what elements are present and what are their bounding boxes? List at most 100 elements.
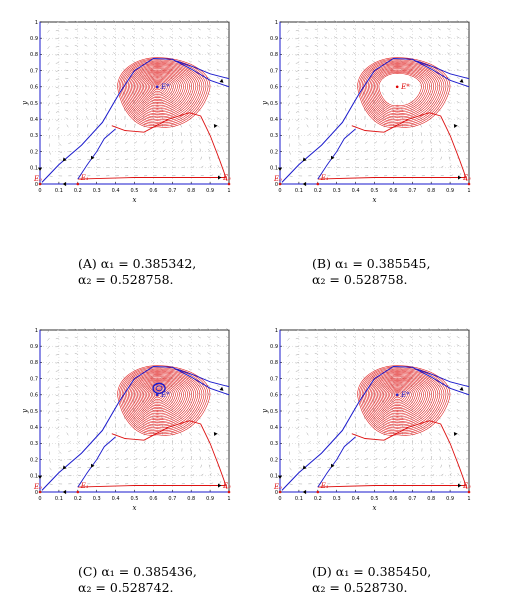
field-arrow [390,27,394,31]
field-arrow [390,352,394,355]
field-arrow [77,150,81,152]
field-arrow [364,132,368,136]
orbit [377,71,424,108]
field-arrow [325,100,328,104]
field-arrow [179,408,182,412]
field-arrow [216,433,220,436]
equilibria: E₀ E₁ E₂E* [33,83,231,186]
field-arrow [123,107,126,112]
x-tick-label: 0.2 [314,188,322,194]
field-arrow [197,336,201,339]
field-arrow [353,400,356,404]
equilibria: E₀ E₁ E₂E* [273,83,471,186]
field-arrow [383,167,388,169]
field-arrow [402,448,405,452]
field-arrow [317,458,321,460]
y-tick-label: 0.2 [270,457,278,463]
field-arrow [420,124,423,128]
orbit [143,384,176,410]
field-arrow [334,376,337,379]
equilibrium-point [227,182,231,186]
field-arrow [295,410,299,413]
field-arrow [188,108,192,112]
field-arrow [207,125,211,128]
field-arrow [409,19,413,23]
field-arrow [104,100,107,104]
field-arrow [207,417,211,420]
field-arrow [456,368,460,371]
field-arrow [87,158,91,160]
field-arrow [456,425,460,428]
field-arrow [364,432,367,436]
orbit [126,372,199,427]
field-arrow [326,116,328,120]
field-arrow [400,19,404,23]
field-arrow [314,20,318,23]
field-arrow [364,167,369,169]
field-arrow [428,92,432,96]
field-arrow [456,352,460,355]
y-tick-label: 0.3 [270,133,278,139]
field-arrow [346,158,350,160]
y-tick-label: 0.7 [270,68,278,74]
field-arrow [327,458,331,460]
field-arrow [216,20,220,23]
field-arrow [143,457,147,460]
field-arrow [362,28,366,31]
field-arrow [409,336,413,339]
field-arrow [334,408,337,412]
field-arrow [47,102,50,107]
field-arrow [314,360,318,363]
field-arrow [49,459,51,463]
field-arrow [305,77,309,79]
field-arrow [191,175,195,177]
field-arrow [55,21,59,23]
field-arrow [124,458,129,460]
field-arrow [150,335,154,339]
field-arrow [295,378,299,380]
field-arrow [353,60,356,63]
orbit [135,378,186,417]
field-arrow [336,132,339,136]
x-tick-label: 0.1 [55,496,63,502]
field-arrow [65,345,69,347]
field-arrow [363,415,366,420]
field-arrow [305,353,309,355]
field-arrow [314,44,318,47]
field-arrow [305,37,309,39]
field-arrow [132,92,135,96]
field-arrow [289,159,292,163]
orbit [132,376,190,420]
field-arrow [65,61,69,63]
field-arrow [295,345,299,348]
field-arrow [172,448,174,452]
field-arrow [199,456,201,460]
field-arrow [409,44,413,47]
field-arrow [143,475,148,477]
field-arrow [334,384,337,387]
field-arrow [169,344,173,347]
y-tick-label: 0.8 [30,360,38,366]
orbit [140,382,180,413]
field-arrow [93,368,97,371]
field-arrow [420,132,423,136]
red-trajectory [111,112,228,181]
field-arrow [420,432,423,436]
field-arrow [55,386,59,388]
field-arrow [191,483,195,485]
field-arrow [122,36,126,39]
field-arrow [113,392,116,395]
field-arrow [334,84,337,87]
equilibrium-point [76,182,80,186]
field-arrow [216,441,220,444]
field-arrow [456,125,460,128]
field-arrow [198,424,201,428]
field-arrow [314,385,318,387]
field-arrow [115,466,119,468]
field-arrow [447,109,451,112]
field-arrow [421,465,425,468]
field-arrow [181,456,184,460]
field-arrow [103,44,107,47]
field-arrow [374,457,378,460]
ticks: 0 0.1 0.2 0.3 0.4 0.5 0.6 0.7 0.8 0.9 100.10.20.30… [270,328,471,502]
